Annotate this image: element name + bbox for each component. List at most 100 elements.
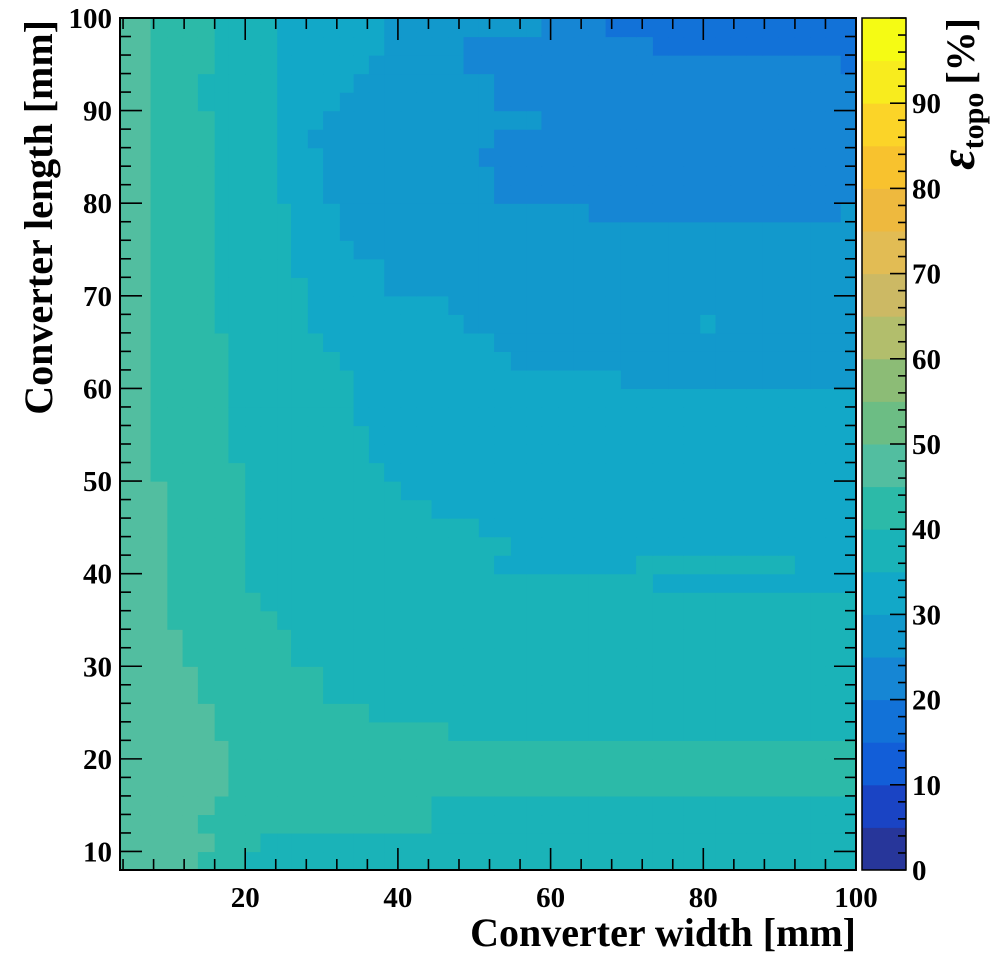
heatmap-cell [825,499,842,519]
heatmap-cell [746,832,764,853]
heatmap-cell [573,758,590,778]
heatmap-cell [150,184,168,204]
heatmap-cell [778,406,796,427]
heatmap-cell [448,666,465,686]
heatmap-cell [700,795,717,816]
heatmap-cell [762,518,779,538]
heatmap-cell [526,18,543,38]
heatmap-cell [120,18,152,38]
heatmap-cell [778,758,796,778]
heatmap-cell [715,758,732,778]
heatmap-cell [620,573,637,593]
heatmap-cell [494,573,512,593]
heatmap-cell [463,166,480,186]
heatmap-cell [715,647,732,667]
heatmap-cell [494,36,512,56]
heatmap-cell [840,221,857,241]
heatmap-cell [715,536,732,556]
heatmap-cell [368,369,385,390]
heatmap-cell [463,36,480,56]
heatmap-cell [620,221,637,241]
heatmap-cell [307,221,324,241]
heatmap-cell [368,536,385,556]
axis-tick-labels: 20 40 60 80 10010203040506070809010001020304… [69,3,942,914]
heatmap-cell [291,425,309,445]
heatmap-cell [228,573,246,593]
heatmap-cell [197,666,216,686]
heatmap-cell [683,221,701,241]
heatmap-cell [277,110,292,130]
heatmap-cell [384,332,402,352]
heatmap-cell [197,832,216,853]
heatmap-cell [715,295,732,315]
heatmap-cell [431,684,449,704]
heatmap-cell [431,555,449,575]
heatmap-cell [715,129,732,149]
heatmap-cell [810,73,827,93]
heatmap-cell [840,295,857,315]
heatmap-cell [526,406,543,427]
heatmap-cell [778,36,796,56]
heatmap-cell [541,73,559,93]
heatmap-cell [167,240,184,260]
heatmap-cell [558,388,575,408]
heatmap-cell [277,555,292,575]
heatmap-cell [400,406,417,427]
heatmap-cell [260,518,278,538]
heatmap-cell [825,18,842,38]
heatmap-cell [260,425,278,445]
heatmap-cell [636,166,654,186]
heatmap-cell [840,425,857,445]
heatmap-cell [260,406,278,427]
heatmap-cell [810,18,827,38]
heatmap-cell [588,851,607,871]
heatmap-cell [339,721,355,741]
heatmap-cell [558,481,575,501]
heatmap-cell [573,129,590,149]
heatmap-cell [636,444,654,464]
heatmap-cell [558,55,575,75]
heatmap-cell [245,758,262,778]
heatmap-cell [588,814,607,834]
heatmap-cell [353,314,370,334]
heatmap-cell [197,518,216,538]
heatmap-cell [245,147,262,167]
heatmap-cell [652,92,669,112]
heatmap-cell [353,740,370,760]
heatmap-cell [400,851,417,871]
heatmap-cell [368,740,385,760]
heatmap-cell [307,36,324,56]
heatmap-cell [197,777,216,797]
heatmap-cell [683,277,701,297]
heatmap-cell [620,777,637,797]
heatmap-cell [291,332,309,352]
heatmap-cell [700,36,717,56]
heatmap-cell [245,277,262,297]
heatmap-cell [652,18,669,38]
heatmap-cell [307,184,324,204]
heatmap-cell [668,592,685,612]
heatmap-cell [526,221,543,241]
heatmap-cell [494,221,512,241]
heatmap-cell [730,684,747,704]
heatmap-cell [558,425,575,445]
heatmap-cell [778,55,796,75]
heatmap-cell [715,721,732,741]
heatmap-cell [810,110,827,130]
heatmap-cell [245,314,262,334]
heatmap-cell [416,166,433,186]
heatmap-cell [762,110,779,130]
heatmap-cell [558,499,575,519]
heatmap-cell [416,147,433,167]
heatmap-cell [339,573,355,593]
heatmap-cell [668,406,685,427]
color-scale-box [862,486,906,530]
heatmap-cell [620,92,637,112]
heatmap-cell [448,110,465,130]
heatmap-cell [384,814,402,834]
heatmap-cell [368,406,385,427]
heatmap-cell [291,851,309,871]
heatmap-cell [197,499,216,519]
heatmap-cell [416,703,433,723]
heatmap-cell [463,832,480,853]
